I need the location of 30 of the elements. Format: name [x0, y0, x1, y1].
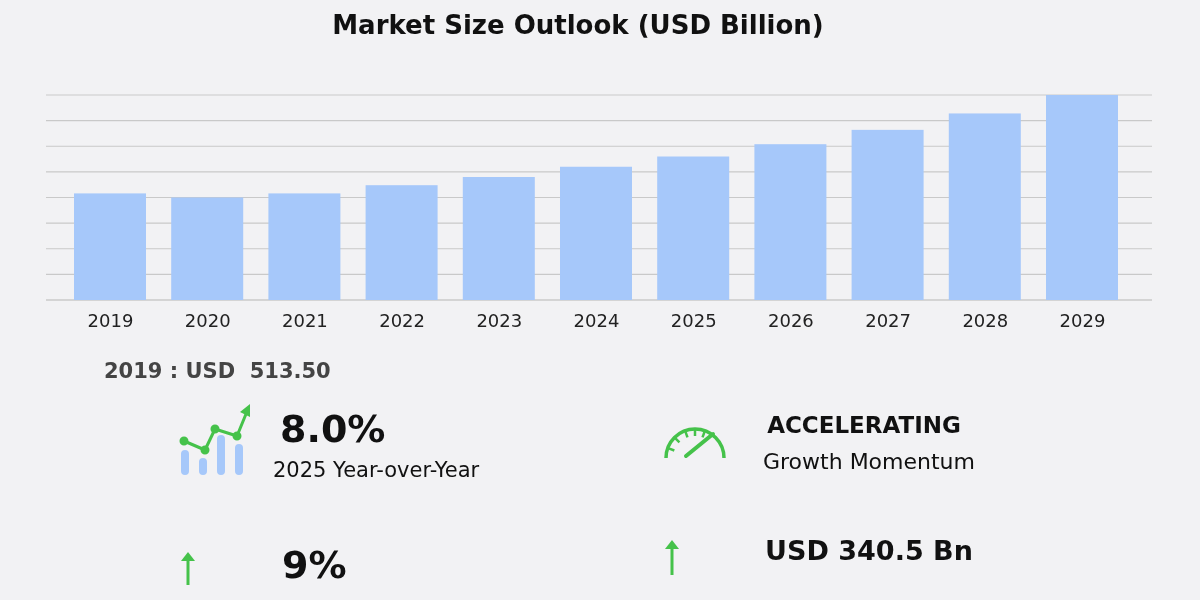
x-tick-label: 2019 [87, 309, 134, 331]
text: 8.0% [280, 407, 386, 451]
text: 9% [282, 543, 347, 587]
x-tick-label: 2022 [379, 309, 426, 331]
x-tick-label: 2026 [767, 309, 814, 331]
bar [1046, 95, 1118, 300]
x-tick-label: 2020 [184, 309, 231, 331]
bar [365, 185, 438, 300]
x-tick-label: 2025 [670, 309, 717, 331]
bar [851, 129, 924, 300]
bar [462, 177, 535, 300]
text: Growth Momentum [763, 449, 975, 474]
text: 2025 Year-over-Year [273, 458, 480, 482]
bar [754, 144, 827, 300]
x-tick-label: 2023 [476, 309, 523, 331]
bar [948, 113, 1021, 300]
bar [74, 193, 146, 300]
bar [171, 197, 244, 300]
chart-title: Market Size Outlook (USD Billion) [332, 10, 824, 40]
bar [560, 166, 632, 300]
x-tick-label: 2029 [1059, 309, 1106, 331]
bar [268, 193, 341, 300]
x-tick-label: 2027 [865, 309, 912, 331]
bar [657, 156, 730, 300]
x-tick-label: 2021 [281, 309, 328, 331]
text: 2019 : USD 513.50 [104, 359, 331, 383]
text: USD 340.5 Bn [765, 535, 973, 566]
text: ACCELERATING [767, 412, 961, 438]
x-tick-label: 2028 [962, 309, 1009, 331]
x-tick-label: 2024 [573, 309, 620, 331]
